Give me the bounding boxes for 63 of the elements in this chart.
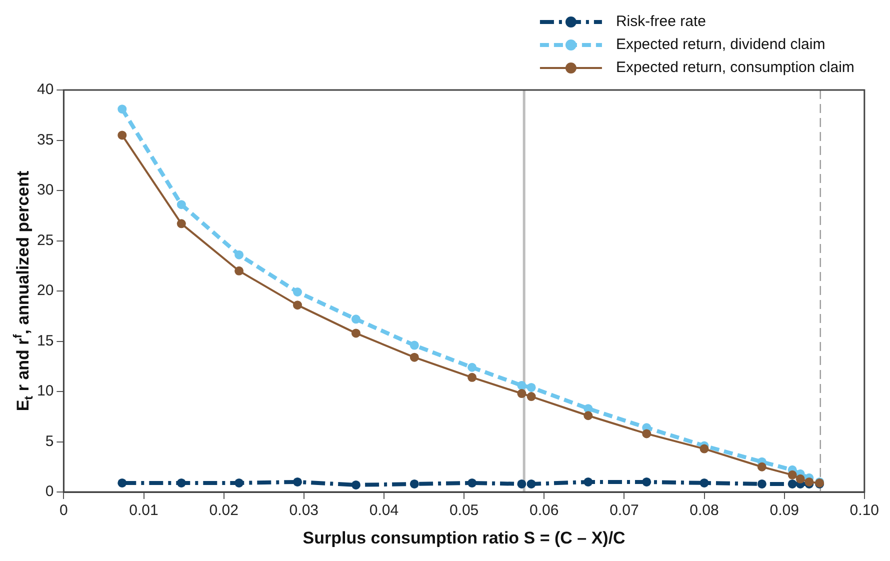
point — [468, 372, 477, 382]
point — [292, 477, 302, 486]
legend-label: Risk-free rate — [616, 13, 706, 30]
point — [757, 479, 766, 488]
y-tick-label: 25 — [36, 232, 54, 249]
point — [757, 462, 766, 472]
x-tick-label: 0.10 — [850, 502, 880, 520]
point — [700, 444, 709, 454]
point — [517, 380, 526, 390]
x-tick-label: 0.02 — [209, 502, 238, 520]
point — [468, 362, 477, 372]
y-tick-label: 0 — [45, 483, 54, 500]
point — [700, 478, 709, 488]
point — [176, 200, 186, 210]
point — [351, 480, 360, 490]
point — [526, 479, 536, 488]
point — [234, 478, 244, 488]
point — [118, 478, 127, 488]
point — [796, 474, 805, 484]
y-tick-label: 30 — [36, 182, 54, 199]
point — [351, 314, 360, 324]
x-tick-label: 0.05 — [449, 502, 479, 520]
legend-label: Expected return, dividend claim — [616, 36, 826, 54]
x-tick-label: 0.07 — [610, 502, 639, 520]
point — [642, 477, 652, 486]
point — [292, 288, 302, 297]
y-tick-label: 10 — [36, 382, 54, 400]
x-tick-label: 0.03 — [289, 502, 318, 520]
point — [517, 479, 526, 488]
point — [584, 477, 593, 486]
point — [176, 219, 186, 228]
point — [176, 478, 186, 488]
point — [468, 478, 477, 488]
point — [118, 130, 127, 140]
point — [118, 104, 127, 114]
x-tick-label: 0.09 — [770, 502, 799, 520]
point — [517, 389, 526, 398]
point — [788, 479, 797, 488]
y-tick-label: 35 — [36, 131, 54, 148]
x-tick-label: 0.06 — [530, 502, 559, 520]
y-axis-title: Et r and rf, annualized percent — [10, 170, 36, 412]
point — [410, 479, 419, 488]
x-tick-label: 0 — [60, 502, 68, 520]
y-tick-label: 20 — [36, 282, 54, 300]
point — [642, 429, 652, 438]
y-tick-label: 15 — [36, 332, 54, 350]
point — [351, 328, 360, 338]
x-tick-label: 0.01 — [129, 502, 158, 520]
point — [410, 352, 419, 362]
point — [526, 382, 536, 392]
point — [526, 392, 536, 402]
point — [292, 300, 302, 310]
x-axis-title: Surplus consumption ratio S = (C – X)/C — [302, 528, 626, 548]
point — [234, 250, 244, 260]
point — [410, 340, 419, 350]
y-tick-label: 40 — [36, 81, 54, 98]
x-tick-label: 0.04 — [369, 502, 399, 520]
x-tick-label: 0.08 — [690, 502, 719, 520]
point — [234, 266, 244, 276]
y-tick-label: 5 — [45, 432, 54, 450]
legend-label: Expected return, consumption claim — [616, 59, 854, 76]
point — [788, 470, 797, 480]
point — [584, 411, 593, 420]
